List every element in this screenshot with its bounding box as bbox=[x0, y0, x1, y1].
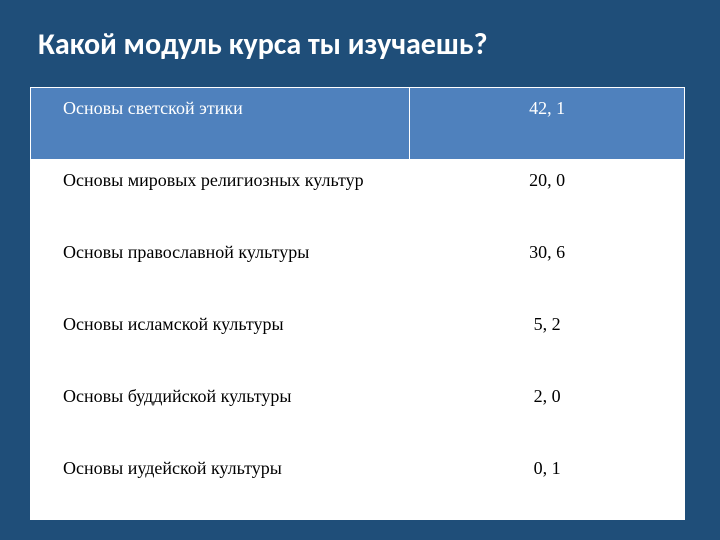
table-row: Основы светской этики 42, 1 bbox=[31, 88, 685, 160]
module-label: Основы светской этики bbox=[31, 88, 410, 160]
module-label: Основы православной культуры bbox=[31, 232, 410, 304]
module-label: Основы исламской культуры bbox=[31, 304, 410, 376]
table-row: Основы иудейской культуры 0, 1 bbox=[31, 448, 685, 520]
table-row: Основы буддийской культуры 2, 0 bbox=[31, 376, 685, 448]
module-value: 42, 1 bbox=[410, 88, 685, 160]
module-value: 5, 2 bbox=[410, 304, 685, 376]
module-label: Основы мировых религиозных культур bbox=[31, 160, 410, 232]
module-value: 30, 6 bbox=[410, 232, 685, 304]
table-row: Основы православной культуры 30, 6 bbox=[31, 232, 685, 304]
modules-table: Основы светской этики 42, 1 Основы миров… bbox=[30, 87, 685, 520]
module-label: Основы буддийской культуры bbox=[31, 376, 410, 448]
module-value: 2, 0 bbox=[410, 376, 685, 448]
module-value: 0, 1 bbox=[410, 448, 685, 520]
slide-title: Какой модуль курса ты изучаешь? bbox=[38, 26, 690, 63]
table-row: Основы мировых религиозных культур 20, 0 bbox=[31, 160, 685, 232]
table-row: Основы исламской культуры 5, 2 bbox=[31, 304, 685, 376]
module-label: Основы иудейской культуры bbox=[31, 448, 410, 520]
module-value: 20, 0 bbox=[410, 160, 685, 232]
